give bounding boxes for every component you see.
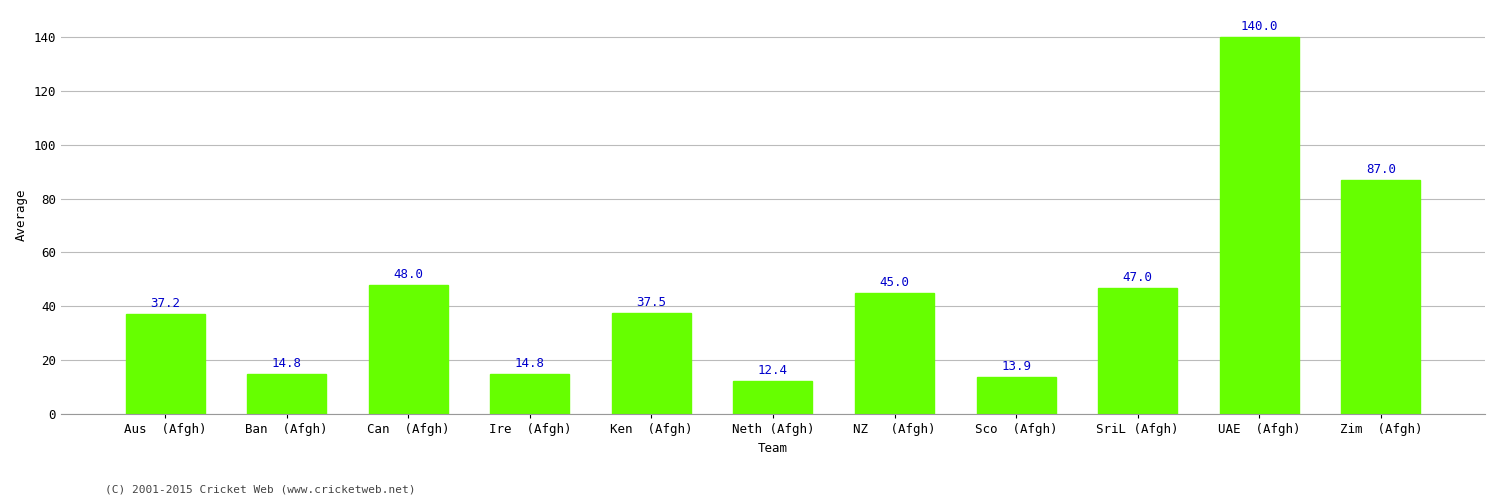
Text: 87.0: 87.0	[1366, 162, 1396, 175]
Text: 13.9: 13.9	[1000, 360, 1030, 373]
Text: 14.8: 14.8	[514, 358, 544, 370]
Bar	[734, 381, 813, 414]
Text: 45.0: 45.0	[879, 276, 909, 289]
Bar	[248, 374, 326, 414]
Text: 37.2: 37.2	[150, 297, 180, 310]
Bar	[1341, 180, 1420, 414]
Y-axis label: Average: Average	[15, 188, 28, 241]
Bar	[126, 314, 204, 414]
Text: 48.0: 48.0	[393, 268, 423, 281]
Text: 14.8: 14.8	[272, 358, 302, 370]
Text: (C) 2001-2015 Cricket Web (www.cricketweb.net): (C) 2001-2015 Cricket Web (www.cricketwe…	[105, 485, 416, 495]
Bar	[612, 313, 692, 414]
Text: 47.0: 47.0	[1122, 270, 1152, 283]
Bar	[490, 374, 570, 414]
Text: 37.5: 37.5	[636, 296, 666, 309]
Text: 140.0: 140.0	[1240, 20, 1278, 32]
Bar	[1098, 288, 1178, 414]
Bar	[369, 285, 448, 414]
Text: 12.4: 12.4	[758, 364, 788, 377]
X-axis label: Team: Team	[758, 442, 788, 455]
Bar	[1220, 36, 1299, 414]
Bar	[976, 377, 1056, 414]
Bar	[855, 293, 934, 414]
